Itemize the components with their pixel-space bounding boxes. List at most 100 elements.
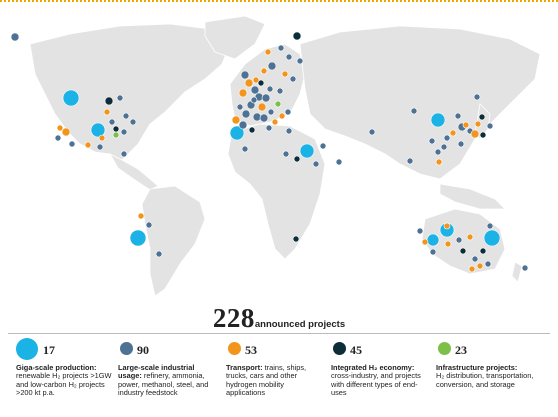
industrial-project-marker [276, 87, 284, 95]
transport-project-marker [56, 124, 64, 132]
infrastructure-project-marker [274, 100, 282, 108]
industrial-project-marker [240, 70, 250, 80]
transport-project-marker [271, 118, 279, 126]
industrial-project-marker [285, 127, 293, 135]
industrial-project-marker [319, 142, 327, 150]
transport-project-marker [468, 265, 476, 273]
legend-transport-body: trains, ships, trucks, cars and other hy… [226, 363, 307, 398]
industrial-project-marker [265, 124, 273, 132]
legend-integrated-body: cross-industry, and projects with differ… [331, 371, 421, 398]
industrial-project-marker [428, 137, 436, 145]
industrial-project-marker [108, 118, 116, 126]
world-map [10, 15, 541, 297]
industrial-project-marker [486, 122, 494, 130]
industrial-project-marker [282, 150, 290, 158]
legend-infrastructure-count: 23 [455, 343, 467, 357]
legend-integrated-count: 45 [350, 343, 362, 357]
industrial-project-marker [312, 160, 320, 168]
industrial-project-marker [267, 108, 275, 116]
industrial-project-marker [155, 250, 163, 258]
transport-project-marker [470, 129, 480, 139]
legend-giga-title: Giga-scale production: [16, 363, 97, 372]
transport-project-marker [61, 127, 71, 137]
industrial-project-marker [406, 157, 414, 165]
south-america [141, 185, 206, 297]
industrial-project-marker [241, 145, 249, 153]
legend-transport-title: Transport: [226, 363, 263, 372]
industrial-project-marker [10, 32, 20, 42]
legend-industrial-title: Large-scale industrial usage: [118, 363, 195, 381]
legend-infrastructure-title: Infrastructure projects: [436, 363, 518, 372]
transport-project-marker [466, 233, 474, 241]
industrial-project-marker [429, 248, 437, 256]
transport-project-marker [444, 240, 452, 248]
divider-line [8, 333, 550, 334]
industrial-project-marker [521, 264, 529, 272]
industrial-marker-icon [120, 342, 133, 355]
giga-project-marker [62, 89, 80, 107]
transport-project-marker [435, 158, 443, 166]
transport-project-marker [476, 262, 484, 270]
giga-marker-icon [16, 338, 38, 360]
industrial-project-marker [457, 140, 465, 148]
industrial-project-marker [267, 61, 277, 71]
giga-project-marker [229, 125, 245, 141]
integrated-project-marker [292, 31, 302, 41]
industrial-project-marker [266, 85, 274, 93]
legend-infrastructure-body: H₂ distribution, transportation, convers… [436, 371, 534, 389]
infrastructure-marker-icon [438, 342, 451, 355]
industrial-project-marker [54, 134, 62, 142]
giga-project-marker [430, 112, 446, 128]
giga-project-marker [299, 143, 315, 159]
industrial-project-marker [484, 260, 492, 268]
greenland [204, 15, 266, 60]
headline-count: 228 [212, 303, 255, 333]
integrated-project-marker [248, 126, 256, 134]
transport-project-marker [244, 78, 254, 88]
legend-industrial-count: 90 [137, 343, 149, 357]
giga-project-marker [483, 229, 501, 247]
integrated-project-marker [479, 247, 487, 255]
industrial-project-marker [443, 134, 451, 142]
industrial-project-marker [434, 148, 442, 156]
transport-project-marker [474, 120, 482, 128]
transport-project-marker [462, 121, 470, 129]
industrial-project-marker [241, 109, 251, 119]
central-america [108, 153, 159, 191]
industrial-project-marker [96, 143, 104, 151]
industrial-project-marker [116, 94, 124, 102]
integrated-marker-icon [333, 342, 346, 355]
southeast-asia-islands [439, 183, 506, 210]
transport-project-marker [257, 102, 267, 112]
legend-integrated: 45 Integrated H₂ economy: cross-industry… [331, 338, 427, 397]
industrial-project-marker [471, 255, 479, 263]
north-america [29, 23, 231, 161]
transport-marker-icon [228, 342, 241, 355]
transport-project-marker [443, 222, 451, 230]
integrated-project-marker [104, 96, 114, 106]
industrial-project-marker [120, 128, 128, 136]
industrial-project-marker [252, 112, 262, 122]
legend-integrated-title: Integrated H₂ economy: [331, 363, 415, 372]
headline: 228announced projects [0, 303, 558, 334]
transport-project-marker [278, 112, 286, 120]
transport-project-marker [260, 67, 268, 75]
industrial-project-marker [416, 227, 424, 235]
legend-infrastructure: 23 Infrastructure projects: H₂ distribut… [436, 338, 546, 389]
integrated-project-marker [478, 113, 486, 121]
industrial-project-marker [120, 150, 128, 158]
legend-industrial-body: refinery, ammonia, power, methanol, stee… [118, 371, 209, 398]
transport-project-marker [252, 76, 260, 84]
integrated-project-marker [479, 131, 487, 139]
industrial-project-marker [261, 93, 271, 103]
infrastructure-project-marker [112, 131, 120, 139]
transport-project-marker [98, 134, 106, 142]
industrial-project-marker [250, 85, 260, 95]
transport-project-marker [421, 238, 429, 246]
industrial-project-marker [122, 112, 130, 120]
africa [227, 123, 326, 260]
japan [474, 103, 491, 140]
europe [229, 43, 306, 127]
transport-project-marker [103, 108, 111, 116]
industrial-project-marker [368, 128, 376, 136]
